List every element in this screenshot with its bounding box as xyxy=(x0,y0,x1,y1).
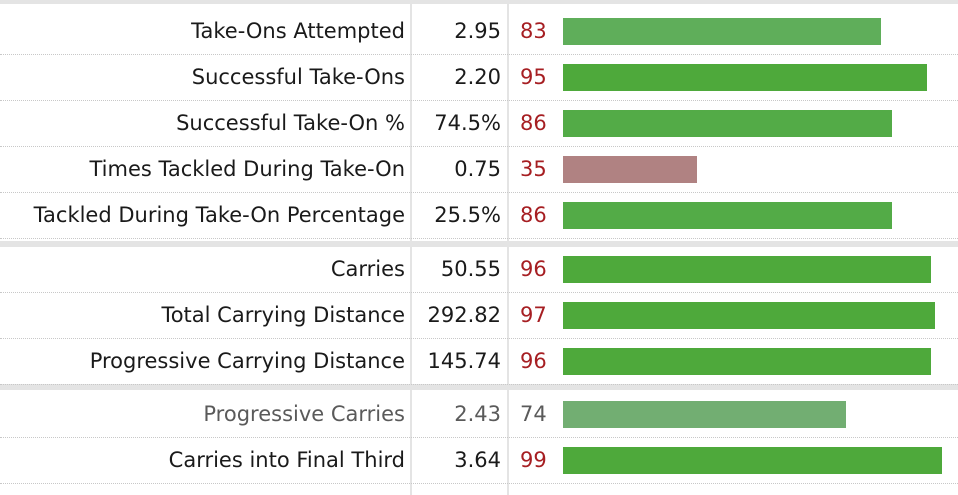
stat-label: Carries xyxy=(330,257,405,281)
column-divider-label xyxy=(410,0,412,495)
top-border xyxy=(0,0,958,4)
percentile-label: 96 xyxy=(520,257,547,281)
percentile-bar xyxy=(563,447,942,474)
stat-label: Successful Take-Ons xyxy=(191,65,405,89)
stat-value: 74.5% xyxy=(434,111,501,135)
percentile-label: 97 xyxy=(520,303,547,327)
percentile-bar xyxy=(563,110,892,137)
percentile-bar xyxy=(563,202,892,229)
table-row: Carries 50.55 96 xyxy=(0,247,958,293)
percentile-label: 96 xyxy=(520,349,547,373)
stat-label: Progressive Carrying Distance xyxy=(89,349,405,373)
stat-value: 0.75 xyxy=(454,157,501,181)
section-separator xyxy=(0,384,958,390)
percentile-label: 99 xyxy=(520,448,547,472)
stat-value: 145.74 xyxy=(427,349,501,373)
table-row: Total Carrying Distance 292.82 97 xyxy=(0,293,958,339)
table-row: Tackled During Take-On Percentage 25.5% 86 xyxy=(0,193,958,239)
percentile-bar xyxy=(563,256,931,283)
stat-value: 2.43 xyxy=(454,402,501,426)
percentile-bar xyxy=(563,302,935,329)
percentile-bar xyxy=(563,64,927,91)
stat-value: 292.82 xyxy=(427,303,501,327)
percentile-label: 86 xyxy=(520,111,547,135)
percentile-label: 86 xyxy=(520,203,547,227)
percentile-label: 83 xyxy=(520,19,547,43)
stat-value: 25.5% xyxy=(434,203,501,227)
stat-label: Times Tackled During Take-On xyxy=(89,157,405,181)
percentile-bar xyxy=(563,401,846,428)
percentile-bar xyxy=(563,348,931,375)
stat-value: 2.20 xyxy=(454,65,501,89)
table-row: Successful Take-On % 74.5% 86 xyxy=(0,101,958,147)
stat-label: Carries into Final Third xyxy=(168,448,405,472)
table-row: Times Tackled During Take-On 0.75 35 xyxy=(0,147,958,193)
stat-value: 2.95 xyxy=(454,19,501,43)
stat-label: Take-Ons Attempted xyxy=(191,19,405,43)
percentile-bar xyxy=(563,18,881,45)
section-separator xyxy=(0,241,958,247)
percentile-label: 35 xyxy=(520,157,547,181)
percentile-label: 74 xyxy=(520,402,547,426)
stat-label: Tackled During Take-On Percentage xyxy=(33,203,405,227)
percentile-label: 95 xyxy=(520,65,547,89)
stat-value: 3.64 xyxy=(454,448,501,472)
table-row: Take-Ons Attempted 2.95 83 xyxy=(0,9,958,55)
stat-label: Progressive Carries xyxy=(203,402,405,426)
table-row: Progressive Carries 2.43 74 xyxy=(0,392,958,438)
table-row: Progressive Carrying Distance 145.74 96 xyxy=(0,339,958,385)
table-row: Successful Take-Ons 2.20 95 xyxy=(0,55,958,101)
stat-label: Successful Take-On % xyxy=(176,111,405,135)
stat-value: 50.55 xyxy=(440,257,501,281)
stat-label: Total Carrying Distance xyxy=(161,303,405,327)
column-divider-value xyxy=(507,0,509,495)
percentile-bar xyxy=(563,156,697,183)
table-row: Carries into Final Third 3.64 99 xyxy=(0,438,958,484)
